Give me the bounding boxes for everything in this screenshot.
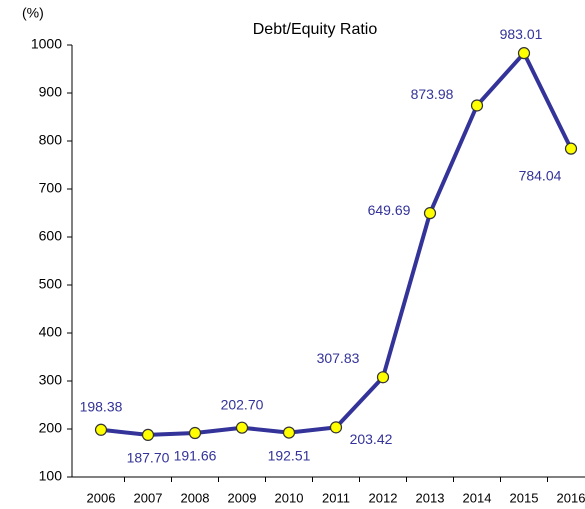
marker	[282, 426, 296, 439]
x-tick-label: 2011	[322, 490, 350, 505]
marker	[188, 426, 202, 440]
x-tick-label: 2010	[275, 490, 304, 505]
data-label: 198.38	[80, 398, 123, 414]
marker	[141, 428, 155, 442]
x-tick-label: 2008	[181, 490, 210, 505]
data-label: 202.70	[221, 396, 264, 412]
marker	[329, 421, 343, 434]
x-tick-label: 2006	[87, 490, 116, 505]
marker	[517, 47, 531, 60]
x-tick-label: 2009	[228, 490, 257, 505]
x-tick-label: 2016	[557, 490, 585, 505]
data-label: 784.04	[519, 167, 562, 183]
y-tick-label: 1000	[31, 36, 62, 52]
x-tick-label: 2015	[510, 490, 539, 505]
data-label: 203.42	[350, 431, 393, 447]
data-label: 192.51	[268, 447, 311, 463]
y-tick-label: 200	[39, 420, 63, 436]
marker	[235, 421, 249, 434]
y-tick-label: 500	[39, 276, 63, 292]
y-tick-label: 100	[39, 468, 63, 484]
data-label: 649.69	[368, 202, 411, 218]
y-tick-label: 300	[39, 372, 63, 388]
data-label: 873.98	[411, 86, 454, 102]
x-tick-label: 2012	[369, 490, 398, 505]
x-tick-label: 2007	[134, 490, 163, 505]
data-label: 187.70	[127, 450, 170, 466]
x-tick-label: 2014	[463, 490, 492, 505]
marker	[470, 99, 484, 112]
marker	[94, 423, 108, 436]
data-label: 983.01	[500, 26, 543, 42]
y-unit: (%)	[22, 5, 44, 21]
chart-title: Debt/Equity Ratio	[253, 21, 378, 38]
y-tick-label: 800	[39, 132, 63, 148]
data-label: 191.66	[174, 448, 217, 464]
marker	[564, 142, 578, 155]
y-tick-label: 600	[39, 228, 63, 244]
y-tick-label: 400	[39, 324, 63, 340]
line	[100, 51, 573, 437]
data-label: 307.83	[317, 350, 360, 366]
y-tick-label: 900	[39, 84, 63, 100]
x-tick-label: 2013	[416, 490, 445, 505]
y-tick-label: 700	[39, 180, 63, 196]
marker	[423, 207, 437, 220]
marker	[376, 371, 390, 384]
